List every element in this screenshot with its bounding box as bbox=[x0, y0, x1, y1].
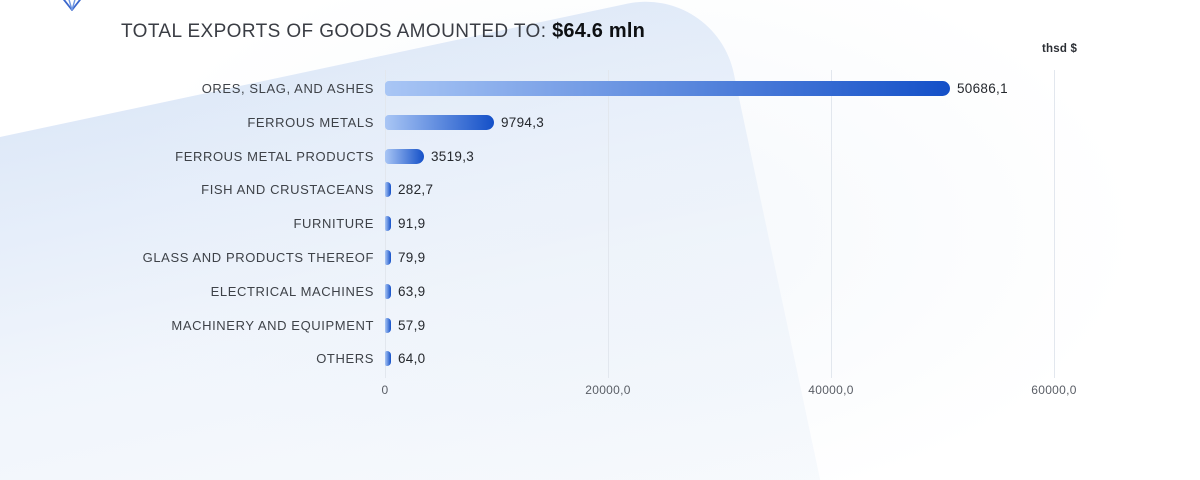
bar bbox=[385, 283, 391, 299]
category-label: GLASS AND PRODUCTS THEREOF bbox=[142, 250, 374, 265]
bar bbox=[385, 114, 494, 130]
value-label: 91,9 bbox=[398, 216, 426, 232]
axis-unit-label: thsd $ bbox=[1042, 43, 1078, 55]
value-label: 50686,1 bbox=[957, 81, 1008, 96]
value-label: 282,7 bbox=[398, 182, 434, 198]
value-label: 57,9 bbox=[398, 317, 426, 333]
total-exports-value: $64.6 mln bbox=[552, 20, 646, 42]
subtitle-text: TOTAL EXPORTS OF GOODS AMOUNTED TO: bbox=[121, 21, 553, 42]
category-label: OTHERS bbox=[316, 351, 374, 367]
bar bbox=[385, 81, 950, 96]
category-label: ORES, SLAG, AND ASHES bbox=[201, 81, 374, 96]
bar bbox=[385, 148, 424, 164]
x-axis-tick-label: 20000,0 bbox=[585, 383, 631, 397]
category-label: MACHINERY AND EQUIPMENT bbox=[171, 317, 374, 333]
bar bbox=[385, 351, 391, 367]
x-axis-tick-label: 0 bbox=[381, 383, 389, 397]
value-label: 9794,3 bbox=[501, 114, 545, 130]
gridline bbox=[831, 70, 832, 378]
category-label: ELECTRICAL MACHINES bbox=[210, 283, 374, 299]
category-label: FERROUS METAL PRODUCTS bbox=[175, 148, 374, 164]
bar bbox=[385, 182, 391, 198]
x-axis-tick-label: 40000,0 bbox=[808, 383, 854, 397]
gridline bbox=[608, 70, 609, 378]
bar bbox=[385, 317, 391, 333]
gridline bbox=[1054, 70, 1055, 378]
category-label: FISH AND CRUSTACEANS bbox=[201, 182, 374, 198]
gem-logo-icon bbox=[62, 0, 82, 11]
value-label: 64,0 bbox=[398, 351, 426, 367]
chart-subtitle: TOTAL EXPORTS OF GOODS AMOUNTED TO: $64.… bbox=[121, 20, 645, 43]
bar bbox=[385, 250, 391, 265]
category-label: FERROUS METALS bbox=[247, 114, 374, 130]
value-label: 3519,3 bbox=[431, 148, 475, 164]
value-label: 63,9 bbox=[398, 283, 426, 299]
bar bbox=[385, 216, 391, 232]
x-axis-tick-label: 60000,0 bbox=[1031, 383, 1077, 397]
page-title: SERBIA bbox=[120, 0, 237, 4]
category-label: FURNITURE bbox=[293, 216, 374, 232]
value-label: 79,9 bbox=[398, 250, 426, 265]
